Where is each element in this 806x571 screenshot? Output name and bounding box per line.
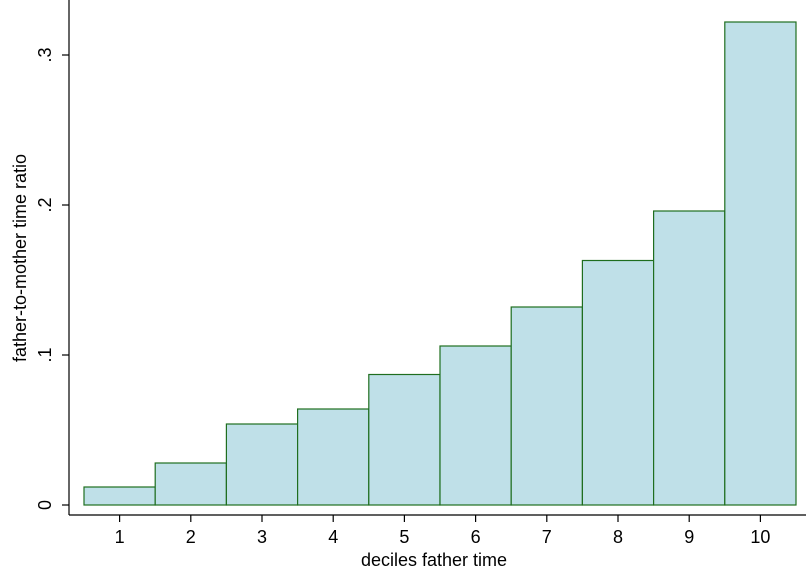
bar-decile-5 [368, 373, 441, 506]
bar-decile-2 [154, 462, 227, 506]
bar-decile-7 [510, 306, 584, 506]
x-tick-label: 8 [613, 527, 623, 547]
axes-group [68, 0, 806, 516]
y-tick-label: .1 [35, 347, 55, 362]
y-tick-label: 0 [35, 500, 55, 510]
bar-decile-1 [83, 486, 156, 506]
x-tick-label: 2 [186, 527, 196, 547]
x-tick-label: 5 [399, 527, 409, 547]
x-tick-label: 9 [684, 527, 694, 547]
x-ticks-group: 1 2 3 4 5 6 7 8 9 10 [115, 515, 770, 547]
x-tick-label: 1 [115, 527, 125, 547]
x-tick-label: 7 [542, 527, 552, 547]
x-tick-label: 10 [750, 527, 770, 547]
x-axis-label: deciles father time [361, 550, 507, 570]
x-tick-label: 4 [328, 527, 338, 547]
y-tick-label: .3 [35, 47, 55, 62]
y-tick-label: .2 [35, 197, 55, 212]
bar-decile-10 [724, 21, 797, 506]
y-axis-label: father-to-mother time ratio [10, 154, 30, 362]
x-tick-label: 6 [471, 527, 481, 547]
bar-decile-3 [225, 423, 299, 506]
bar-decile-6 [439, 345, 512, 506]
bars-group [83, 21, 797, 506]
bar-decile-9 [652, 210, 726, 506]
x-tick-label: 3 [257, 527, 267, 547]
bar-decile-8 [581, 259, 655, 506]
y-ticks-group: 0 .1 .2 .3 [35, 47, 69, 510]
bar-decile-4 [297, 408, 370, 506]
